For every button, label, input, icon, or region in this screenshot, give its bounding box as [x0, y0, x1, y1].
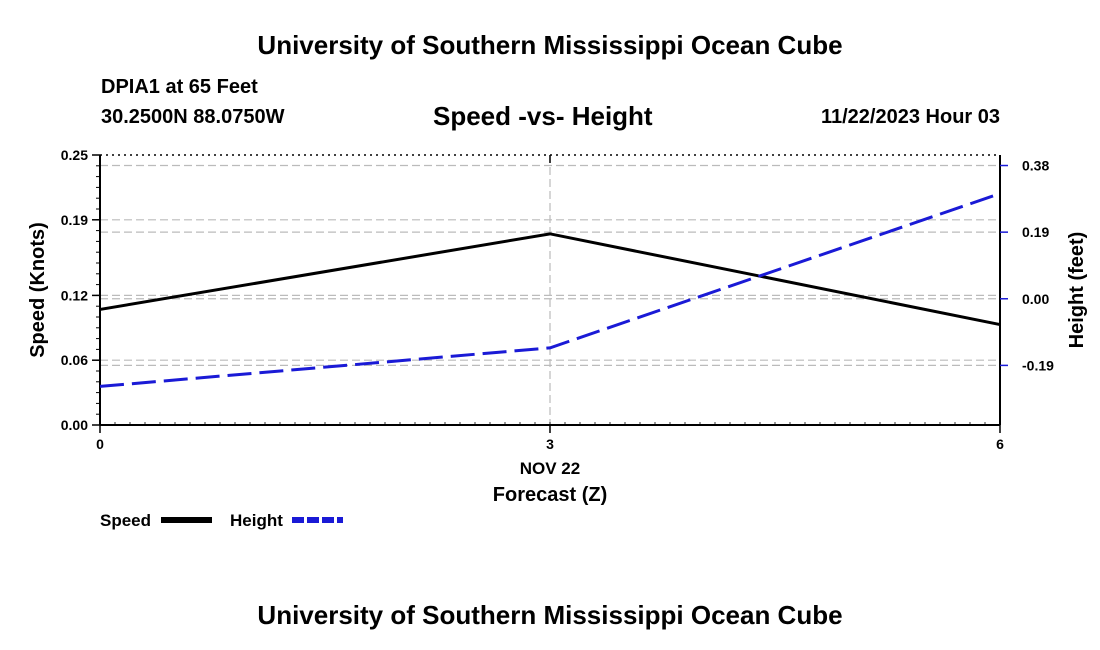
left-tick-label: 0.12: [61, 287, 88, 303]
left-tick-label: 0.19: [61, 212, 88, 228]
left-tick-label: 0.00: [61, 417, 88, 433]
x-tick-label: 0: [96, 436, 104, 452]
station-coords: 30.2500N 88.0750W: [101, 106, 285, 128]
x-tick-label: 6: [996, 436, 1004, 452]
chart-title: Speed -vs- Height: [433, 101, 653, 131]
org-title: University of Southern Mississippi Ocean…: [257, 30, 843, 60]
valid-time: 11/22/2023 Hour 03: [820, 106, 1000, 128]
right-tick-label: -0.19: [1022, 357, 1054, 373]
right-tick-label: 0.00: [1022, 291, 1049, 307]
date-label: NOV 22: [520, 459, 580, 478]
right-axis-title: Height (feet): [1066, 232, 1088, 349]
footer-title: University of Southern Mississippi Ocean…: [257, 600, 843, 630]
left-axis-title: Speed (Knots): [27, 222, 49, 358]
right-tick-label: 0.19: [1022, 224, 1049, 240]
right-tick-label: 0.38: [1022, 158, 1049, 174]
left-tick-label: 0.06: [61, 352, 88, 368]
left-tick-label: 0.25: [61, 147, 88, 163]
x-axis-title: Forecast (Z): [493, 484, 607, 506]
station-label: DPIA1 at 65 Feet: [101, 76, 258, 98]
legend-speed-label: Speed: [100, 511, 151, 530]
x-tick-label: 3: [546, 436, 554, 452]
legend-height-label: Height: [230, 511, 283, 530]
